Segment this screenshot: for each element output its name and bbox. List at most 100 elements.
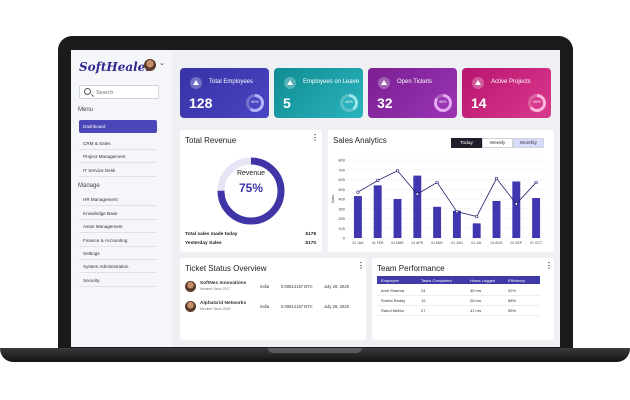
avatar: [185, 301, 196, 312]
triangle-icon: [190, 77, 202, 89]
x-tick-label: 01 OCT: [530, 241, 542, 245]
sidebar-item-settings[interactable]: Settings: [79, 247, 157, 260]
member-since: Member Since 2018: [200, 307, 231, 311]
chart-bar: [532, 198, 541, 238]
hours-logged: 28 hrs: [470, 298, 482, 303]
x-tick-label: 01 APR: [412, 241, 424, 245]
stat-value: 14: [471, 95, 487, 111]
sidebar-item-dashboard[interactable]: Dashboard: [79, 120, 157, 133]
company-name: SoftNex Innovations: [200, 281, 247, 286]
more-vertical-icon[interactable]: ⋮: [357, 261, 365, 270]
employee-name: Amit Sharma: [381, 288, 405, 293]
x-tick-label: 01 MAR: [391, 241, 404, 245]
chart-point: [455, 210, 459, 214]
column-header: Employee: [381, 278, 399, 283]
app-logo[interactable]: SoftHealer: [79, 60, 152, 74]
country: India: [260, 304, 270, 309]
employee-name: Sneha Reddy: [381, 298, 406, 303]
column-header: Hours Logged: [470, 278, 496, 283]
stat-label: Active Projects: [491, 79, 531, 85]
sidebar-item-it-service-desk[interactable]: IT Service Desk: [79, 164, 157, 177]
search-input[interactable]: [96, 88, 156, 97]
x-tick-label: 01 JUN: [451, 241, 463, 245]
sidebar-item-knowledge-base[interactable]: Knowledge Base: [79, 207, 157, 220]
stat-card-open-tickets[interactable]: Open Tickets 32 85%: [368, 68, 457, 118]
menu-section-label: Menu: [78, 107, 94, 113]
sidebar-item-system-administration[interactable]: System Administration: [79, 260, 157, 273]
stat-label: Open Tickets: [397, 79, 433, 85]
company-name: AlphaGrid Networks: [200, 301, 247, 306]
chart-bar: [452, 210, 461, 238]
y-tick-label: 400: [338, 197, 345, 202]
table-row[interactable]: SoftNex Innovations Member Since 2017 In…: [185, 281, 355, 295]
revenue-row-label: Yesterday Sales: [185, 241, 222, 246]
table-row[interactable]: Amit Sharma 24 35 hrs 92%: [377, 286, 540, 296]
country: India: [260, 284, 270, 289]
stat-card-total-employees[interactable]: Total Employees 128 60%: [180, 68, 269, 118]
panel-title: Total Revenue: [185, 136, 237, 145]
revenue-donut: [217, 157, 285, 225]
x-tick-label: 01 JAN: [352, 241, 364, 245]
chart-bar: [413, 175, 422, 238]
ticket-status-panel: Ticket Status Overview ⋮ SoftNex Innovat…: [180, 258, 366, 340]
user-avatar[interactable]: [144, 59, 156, 71]
stat-card-employees-on-leave[interactable]: Employees on Leave 5 40%: [274, 68, 363, 118]
stat-card-active-projects[interactable]: Active Projects 14 65%: [462, 68, 551, 118]
chevron-down-icon[interactable]: ⌄: [159, 60, 165, 67]
efficiency: 88%: [508, 298, 517, 303]
team-performance-panel: Team Performance ⋮ Employee Tasks Comple…: [372, 258, 554, 340]
sidebar-item-hr-management[interactable]: HR Management: [79, 193, 157, 206]
employee-name: Rahul Mehta: [381, 308, 404, 313]
hours-logged: 41 hrs: [470, 308, 482, 313]
sales-bar-chart: 800 700 600 500 400 300 200 100 0 Sales 01 JAN 01 F…: [331, 158, 546, 245]
tasks-completed: 19: [421, 298, 426, 303]
sidebar-item-project-management[interactable]: Project Management: [79, 150, 157, 163]
y-tick-label: 800: [338, 158, 345, 163]
y-tick-label: 0: [343, 236, 346, 241]
tab-today[interactable]: Today: [451, 138, 482, 148]
stat-percent: 60%: [251, 100, 259, 104]
column-header: Tasks Completed: [421, 278, 452, 283]
donut-center-label: Revenue: [236, 170, 266, 177]
efficiency: 92%: [508, 288, 517, 293]
table-header: Employee Tasks Completed Hours Logged Ef…: [377, 276, 540, 284]
chart-point: [494, 176, 499, 181]
table-row[interactable]: Rahul Mehta 27 41 hrs 95%: [377, 306, 540, 316]
chart-point: [435, 180, 439, 185]
panel-title: Ticket Status Overview: [185, 264, 267, 273]
tab-monthly[interactable]: Monthly: [513, 138, 544, 148]
stat-value: 32: [377, 95, 393, 111]
stat-label: Employees on Leave: [303, 79, 360, 85]
column-header: Efficiency: [508, 278, 526, 283]
chart-bar: [512, 181, 521, 238]
x-tick-label: 01 FEB: [372, 241, 384, 245]
date: July 26, 2025: [324, 304, 349, 309]
stat-percent: 85%: [439, 100, 447, 104]
chart-bar: [433, 206, 442, 238]
sidebar-item-finance-accounting[interactable]: Finance & Accounting: [79, 234, 157, 247]
avatar: [185, 281, 196, 292]
tab-weekly[interactable]: Weekly: [482, 138, 513, 148]
stat-percent: 40%: [345, 100, 353, 104]
manage-section-label: Manage: [78, 183, 100, 189]
sidebar-item-security[interactable]: Security: [79, 274, 157, 287]
chart-point: [356, 190, 360, 194]
table-row[interactable]: Sneha Reddy 19 28 hrs 88%: [377, 296, 540, 306]
progress-ring: [340, 94, 358, 112]
table-row[interactable]: AlphaGrid Networks Member Since 2018 Ind…: [185, 301, 355, 315]
y-tick-label: 500: [338, 187, 345, 192]
sidebar-item-asset-management[interactable]: Asset Management: [79, 220, 157, 233]
chart-point: [395, 169, 400, 173]
x-tick-label: 01 MAY: [431, 241, 444, 245]
x-tick-label: 01 JUL: [471, 241, 482, 245]
sidebar-item-crm-sales[interactable]: CRM & Sales: [79, 137, 157, 150]
y-axis-label: Sales: [331, 194, 335, 203]
y-tick-label: 300: [338, 206, 345, 211]
chart-bar: [492, 200, 501, 238]
more-vertical-icon[interactable]: ⋮: [545, 261, 553, 270]
chart-bar: [393, 199, 402, 238]
triangle-icon: [284, 77, 296, 89]
search-box[interactable]: [79, 85, 159, 99]
stat-label: Total Employees: [209, 79, 254, 85]
